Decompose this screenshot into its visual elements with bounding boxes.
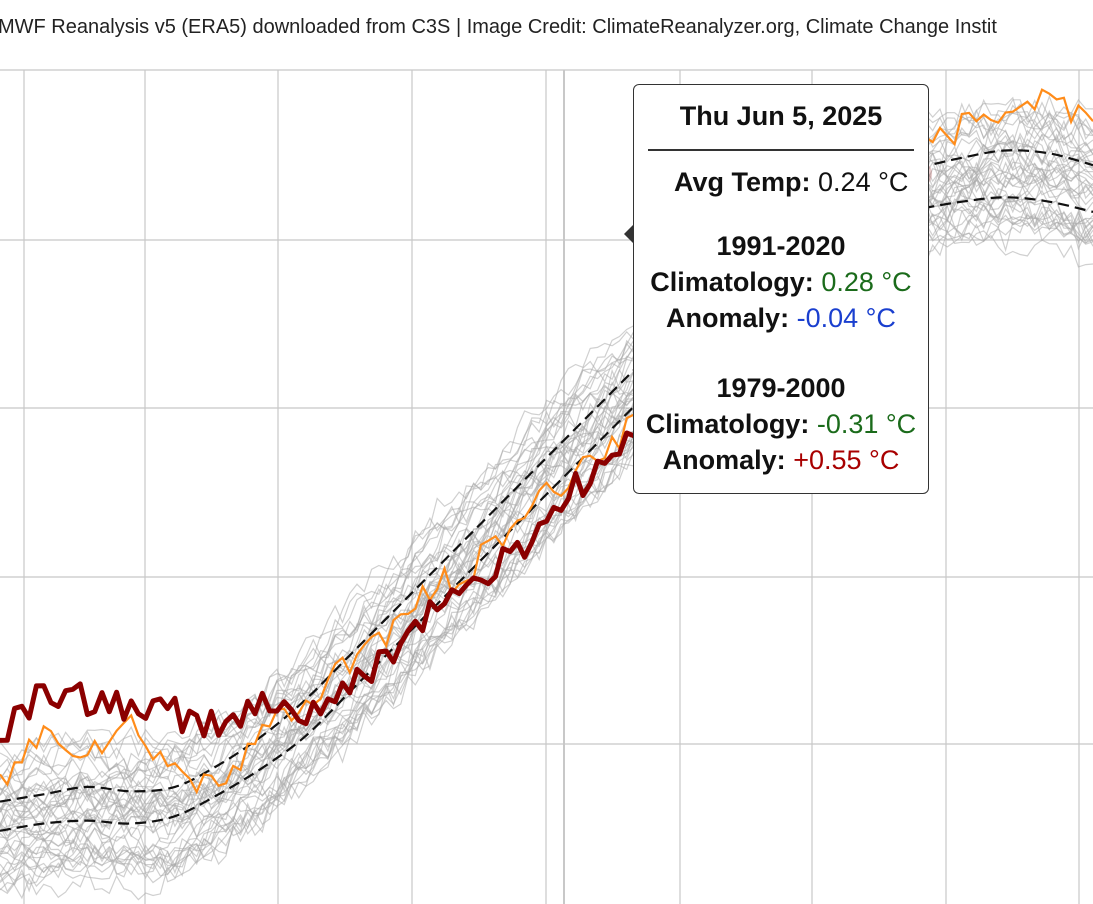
- tooltip-period1-clim-label: Climatology:: [650, 267, 814, 297]
- tooltip-period1-anom-row: Anomaly: -0.04 °C: [634, 303, 928, 334]
- tooltip-period2-anom-value: +0.55 °C: [793, 445, 900, 475]
- tooltip-period1-clim-value: 0.28 °C: [821, 267, 912, 297]
- tooltip-pointer: [624, 224, 634, 244]
- climatology-line-1991-2020: [0, 149, 1093, 803]
- tooltip-avg-label: Avg Temp:: [674, 167, 811, 197]
- tooltip-period1-heading-row: 1991-2020: [634, 231, 928, 262]
- tooltip-period1-heading: 1991-2020: [716, 231, 846, 261]
- tooltip-date: Thu Jun 5, 2025: [679, 101, 883, 131]
- tooltip-avg-row: Avg Temp: 0.24 °C: [674, 167, 928, 198]
- tooltip-period2-clim-row: Climatology: -0.31 °C: [634, 409, 928, 440]
- tooltip-period1-anom-label: Anomaly:: [666, 303, 790, 333]
- tooltip-period2-anom-label: Anomaly:: [662, 445, 786, 475]
- tooltip-period2-clim-value: -0.31 °C: [816, 409, 917, 439]
- tooltip-period2-anom-row: Anomaly: +0.55 °C: [634, 445, 928, 476]
- tooltip-avg-value: 0.24 °C: [818, 167, 909, 197]
- tooltip-divider: [648, 149, 914, 151]
- tooltip-period1-clim-row: Climatology: 0.28 °C: [634, 267, 928, 298]
- tooltip-period1-anom-value: -0.04 °C: [796, 303, 896, 333]
- tooltip-period2-heading-row: 1979-2000: [634, 373, 928, 404]
- hover-tooltip: Thu Jun 5, 2025 Avg Temp: 0.24 °C 1991-2…: [633, 84, 929, 494]
- source-credit-text: MWF Reanalysis v5 (ERA5) downloaded from…: [0, 16, 997, 38]
- tooltip-period2-clim-label: Climatology:: [645, 409, 810, 439]
- tooltip-period2-heading: 1979-2000: [716, 373, 846, 403]
